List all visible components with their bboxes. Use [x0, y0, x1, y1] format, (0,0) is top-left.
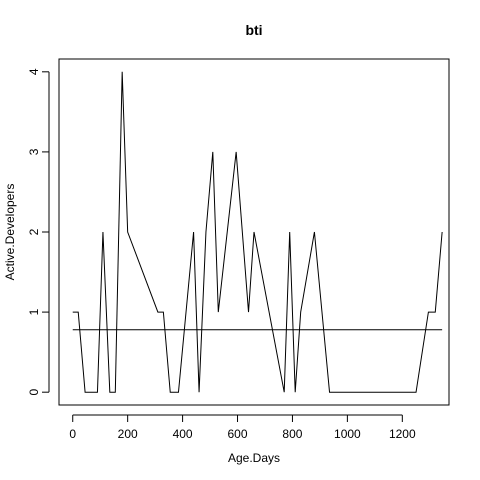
plot-frame — [58, 58, 450, 406]
y-tick-label: 0 — [27, 389, 41, 396]
x-tick-label: 400 — [173, 427, 193, 441]
y-tick-label: 3 — [27, 148, 41, 155]
x-tick-label: 200 — [118, 427, 138, 441]
chart-title: bti — [245, 22, 262, 38]
x-tick-label: 600 — [228, 427, 248, 441]
x-tick-label: 1000 — [334, 427, 361, 441]
y-tick-label: 4 — [27, 68, 41, 75]
x-tick-label: 1200 — [389, 427, 416, 441]
y-axis: 0 1 2 3 4 — [27, 68, 50, 396]
x-tick-label: 800 — [282, 427, 302, 441]
x-axis-label: Age.Days — [228, 451, 280, 465]
series-layer — [72, 71, 443, 393]
x-axis: 0 200 400 600 800 1000 1200 — [69, 414, 416, 441]
series-line — [72, 71, 443, 393]
y-tick-label: 1 — [27, 308, 41, 315]
y-tick-label: 2 — [27, 228, 41, 235]
x-tick-label: 0 — [69, 427, 76, 441]
y-axis-label: Active.Developers — [3, 184, 17, 281]
